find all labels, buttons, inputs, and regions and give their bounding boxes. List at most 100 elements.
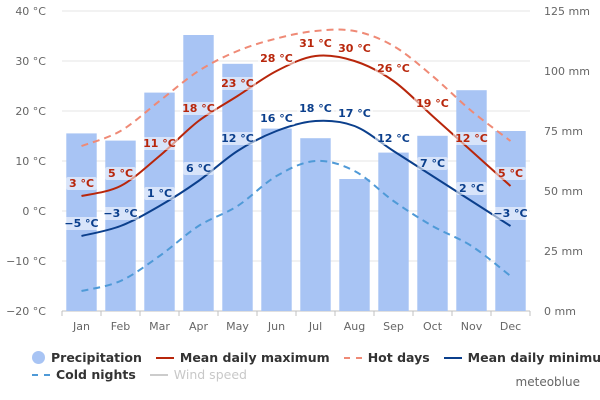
data-label-mean-daily-minimum: 6 °C	[186, 162, 211, 175]
credit-label[interactable]: meteoblue	[515, 375, 580, 389]
bar-precipitation	[144, 92, 175, 311]
x-tick-label: Feb	[111, 320, 130, 333]
data-label-bg	[183, 162, 214, 175]
y-left-tick-label: −10 °C	[6, 255, 46, 268]
data-label-mean-daily-maximum: 11 °C	[143, 137, 176, 150]
bar-precipitation	[222, 63, 253, 311]
data-label-bg	[492, 207, 529, 220]
x-tick-label: Apr	[189, 320, 209, 333]
series-line-cold-nights	[81, 159, 512, 292]
series-line-mean-daily-maximum	[81, 54, 512, 197]
data-label-bg	[375, 132, 412, 145]
legend-swatch-cold-nights	[32, 373, 50, 376]
data-label-bg	[219, 132, 256, 145]
data-label-mean-daily-maximum: 3 °C	[69, 177, 94, 190]
x-tick-label: Jul	[308, 320, 322, 333]
data-label-mean-daily-minimum: 2 °C	[459, 182, 484, 195]
y-left-tick-label: 40 °C	[15, 5, 46, 18]
data-label-bg	[144, 187, 175, 200]
data-label-mean-daily-maximum: 5 °C	[108, 167, 133, 180]
x-tick-label: Sep	[383, 320, 404, 333]
chart-plot: 40 °C 30 °C 20 °C 10 °C 0 °C −10 °C −20 °C 125 …	[6, 5, 590, 333]
legend-swatch-wind-speed	[149, 373, 168, 376]
data-label-mean-daily-minimum: 1 °C	[147, 187, 172, 200]
legend-label-wind-speed: Wind speed	[173, 367, 247, 382]
data-label-bg	[375, 62, 412, 75]
x-tick-label: Aug	[344, 320, 365, 333]
legend-label-mean-daily-minimum: Mean daily minimum	[467, 350, 600, 365]
legend-item-mean-daily-minimum[interactable]: Mean daily minimum	[443, 350, 600, 365]
data-label-bg	[180, 102, 217, 115]
legend-row-1: Precipitation Mean daily maximum Hot day…	[32, 349, 600, 366]
x-tick-label: Nov	[461, 320, 483, 333]
x-tick-label: Dec	[500, 320, 521, 333]
data-label-mean-daily-maximum: 19 °C	[416, 97, 449, 110]
data-label-mean-daily-maximum: 23 °C	[221, 77, 254, 90]
legend-item-precipitation[interactable]: Precipitation	[32, 350, 142, 365]
data-label-bg	[258, 112, 295, 125]
data-label-mean-daily-minimum: 16 °C	[260, 112, 293, 125]
data-label-mean-daily-minimum: 17 °C	[338, 107, 371, 120]
y-right-tick-label: 100 mm	[544, 65, 590, 78]
data-label-bg	[417, 157, 448, 170]
legend-row-2: Cold nights Wind speed	[32, 366, 592, 383]
data-label-bg	[297, 102, 334, 115]
legend-swatch-mean-daily-minimum	[443, 356, 462, 359]
y-left-tick-label: 30 °C	[15, 55, 46, 68]
x-tick-label: Oct	[423, 320, 443, 333]
y-left-tick-label: −20 °C	[6, 305, 46, 318]
data-label-bg	[336, 107, 373, 120]
legend-item-mean-daily-maximum[interactable]: Mean daily maximum	[155, 350, 330, 365]
data-label-bg	[141, 137, 178, 150]
data-label-mean-daily-maximum: 5 °C	[498, 167, 523, 180]
x-tick-label: Mar	[149, 320, 170, 333]
bar-precipitation	[378, 152, 409, 311]
data-label-mean-daily-maximum: 28 °C	[260, 52, 293, 65]
data-label-bg	[105, 167, 136, 180]
legend-item-wind-speed[interactable]: Wind speed	[149, 367, 247, 382]
legend-label-hot-days: Hot days	[367, 350, 430, 365]
data-label-mean-daily-minimum: 18 °C	[299, 102, 332, 115]
chart-legend: Precipitation Mean daily maximum Hot day…	[32, 349, 600, 383]
y-right-tick-label: 125 mm	[544, 5, 590, 18]
data-label-bg	[258, 52, 295, 65]
bar-precipitation	[339, 179, 370, 311]
data-label-mean-daily-minimum: −3 °C	[103, 207, 137, 220]
x-tick-label: May	[226, 320, 249, 333]
legend-label-precipitation: Precipitation	[51, 350, 142, 365]
x-tick-label: Jan	[72, 320, 90, 333]
data-label-bg	[66, 177, 97, 190]
data-label-bg	[102, 207, 139, 220]
series-line-hot-days	[81, 28, 512, 147]
data-label-mean-daily-minimum: −3 °C	[493, 207, 527, 220]
data-label-mean-daily-maximum: 31 °C	[299, 37, 332, 50]
data-label-bg	[336, 42, 373, 55]
y-left-tick-label: 20 °C	[15, 105, 46, 118]
data-label-bg	[63, 217, 100, 230]
bar-precipitation	[261, 128, 292, 311]
data-label-mean-daily-maximum: 12 °C	[455, 132, 488, 145]
legend-swatch-hot-days	[343, 356, 362, 359]
legend-item-cold-nights[interactable]: Cold nights	[32, 367, 136, 382]
data-label-mean-daily-maximum: 26 °C	[377, 62, 410, 75]
data-label-mean-daily-minimum: 12 °C	[221, 132, 254, 145]
data-label-bg	[219, 77, 256, 90]
data-label-bg	[297, 37, 334, 50]
data-label-bg	[456, 182, 487, 195]
legend-item-hot-days[interactable]: Hot days	[343, 350, 430, 365]
data-label-bg	[453, 132, 490, 145]
data-label-bg	[495, 167, 526, 180]
legend-swatch-mean-daily-maximum	[155, 356, 174, 359]
data-label-bg	[414, 97, 451, 110]
series-line-mean-daily-minimum	[81, 119, 512, 237]
y-left-tick-label: 10 °C	[15, 155, 46, 168]
y-left-tick-label: 0 °C	[22, 205, 46, 218]
data-label-mean-daily-maximum: 18 °C	[182, 102, 215, 115]
bar-precipitation	[495, 131, 526, 311]
y-right-tick-label: 25 mm	[544, 245, 583, 258]
data-label-mean-daily-minimum: −5 °C	[64, 217, 98, 230]
legend-swatch-precipitation	[32, 351, 45, 364]
y-right-tick-label: 0 mm	[544, 305, 576, 318]
data-label-mean-daily-minimum: 12 °C	[377, 132, 410, 145]
